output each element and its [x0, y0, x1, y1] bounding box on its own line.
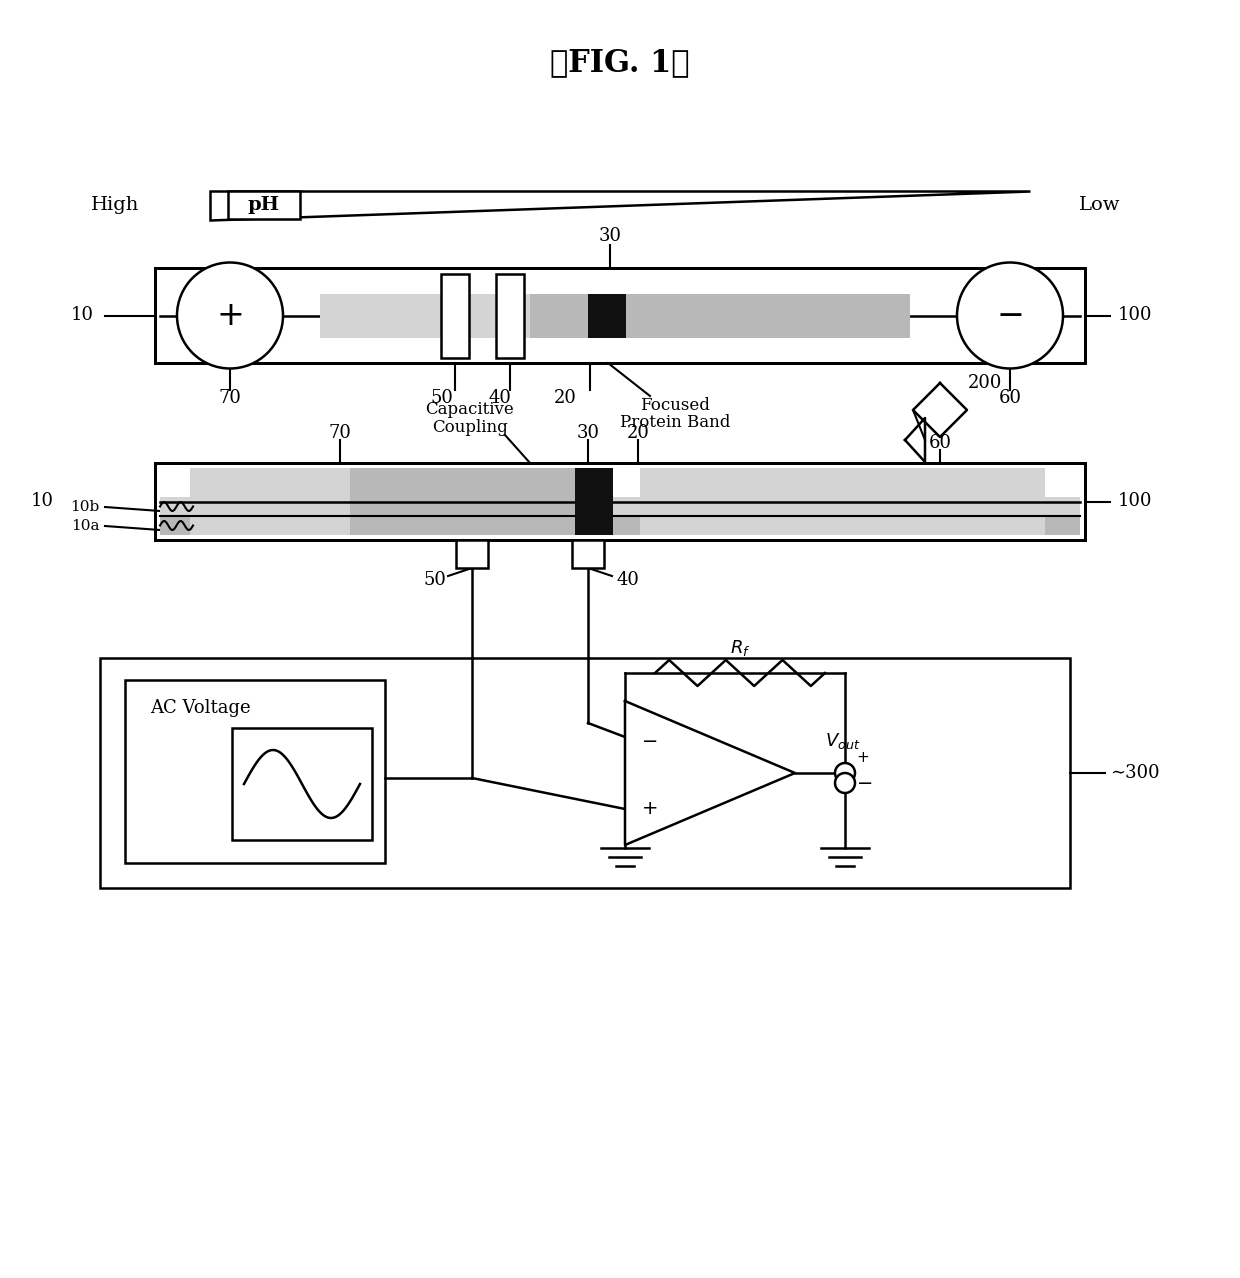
FancyBboxPatch shape: [232, 728, 372, 840]
Text: 200: 200: [967, 374, 1002, 392]
FancyBboxPatch shape: [100, 658, 1070, 888]
FancyBboxPatch shape: [575, 468, 613, 535]
Text: 50: 50: [430, 389, 454, 406]
Text: 30: 30: [577, 424, 599, 442]
Polygon shape: [905, 418, 925, 463]
Circle shape: [835, 773, 856, 794]
Text: −: −: [857, 773, 873, 792]
FancyBboxPatch shape: [228, 190, 300, 219]
Text: High: High: [91, 196, 139, 213]
Text: 10: 10: [71, 307, 93, 325]
Text: +: +: [857, 750, 869, 766]
FancyBboxPatch shape: [456, 541, 489, 567]
Text: ∼300: ∼300: [1110, 764, 1159, 782]
FancyBboxPatch shape: [441, 273, 469, 358]
Text: 20: 20: [553, 389, 577, 406]
FancyBboxPatch shape: [155, 463, 1085, 541]
Text: 100: 100: [1117, 492, 1152, 510]
Text: −: −: [642, 731, 658, 750]
Text: 60: 60: [929, 435, 951, 452]
Text: 70: 70: [218, 389, 242, 406]
Text: $V_{out}$: $V_{out}$: [826, 731, 861, 751]
Polygon shape: [913, 383, 967, 437]
Text: AC Voltage: AC Voltage: [150, 699, 250, 717]
FancyBboxPatch shape: [155, 268, 1085, 363]
Text: 10b: 10b: [71, 500, 99, 514]
FancyBboxPatch shape: [320, 294, 529, 337]
FancyBboxPatch shape: [160, 516, 1080, 535]
Text: 40: 40: [616, 571, 640, 589]
Text: +: +: [216, 299, 244, 332]
Text: $R_f$: $R_f$: [729, 638, 750, 658]
Text: 30: 30: [599, 227, 621, 245]
Text: Low: Low: [1079, 196, 1121, 213]
Text: Coupling: Coupling: [432, 419, 508, 437]
Text: 10a: 10a: [71, 519, 99, 533]
Text: 60: 60: [998, 389, 1022, 406]
FancyBboxPatch shape: [160, 497, 1080, 516]
Text: 70: 70: [329, 424, 351, 442]
Text: 20: 20: [626, 424, 650, 442]
Text: pH: pH: [248, 196, 280, 213]
Circle shape: [835, 763, 856, 783]
Circle shape: [177, 262, 283, 368]
FancyBboxPatch shape: [529, 294, 910, 337]
Text: 10: 10: [31, 492, 53, 510]
Text: Focused: Focused: [640, 396, 711, 414]
Text: +: +: [642, 799, 658, 818]
FancyBboxPatch shape: [496, 273, 525, 358]
FancyBboxPatch shape: [640, 468, 1045, 535]
Text: Protein Band: Protein Band: [620, 414, 730, 432]
Polygon shape: [625, 702, 795, 845]
Polygon shape: [210, 190, 1030, 220]
FancyBboxPatch shape: [125, 680, 384, 863]
Text: Capacitive: Capacitive: [425, 401, 515, 418]
Text: −: −: [996, 299, 1024, 332]
Text: 40: 40: [489, 389, 511, 406]
Text: 【FIG. 1】: 【FIG. 1】: [551, 47, 689, 78]
FancyBboxPatch shape: [350, 468, 605, 535]
FancyBboxPatch shape: [572, 541, 604, 567]
Text: 50: 50: [424, 571, 446, 589]
FancyBboxPatch shape: [588, 294, 626, 337]
FancyBboxPatch shape: [190, 468, 360, 535]
Text: 100: 100: [1117, 307, 1152, 325]
Circle shape: [957, 262, 1063, 368]
